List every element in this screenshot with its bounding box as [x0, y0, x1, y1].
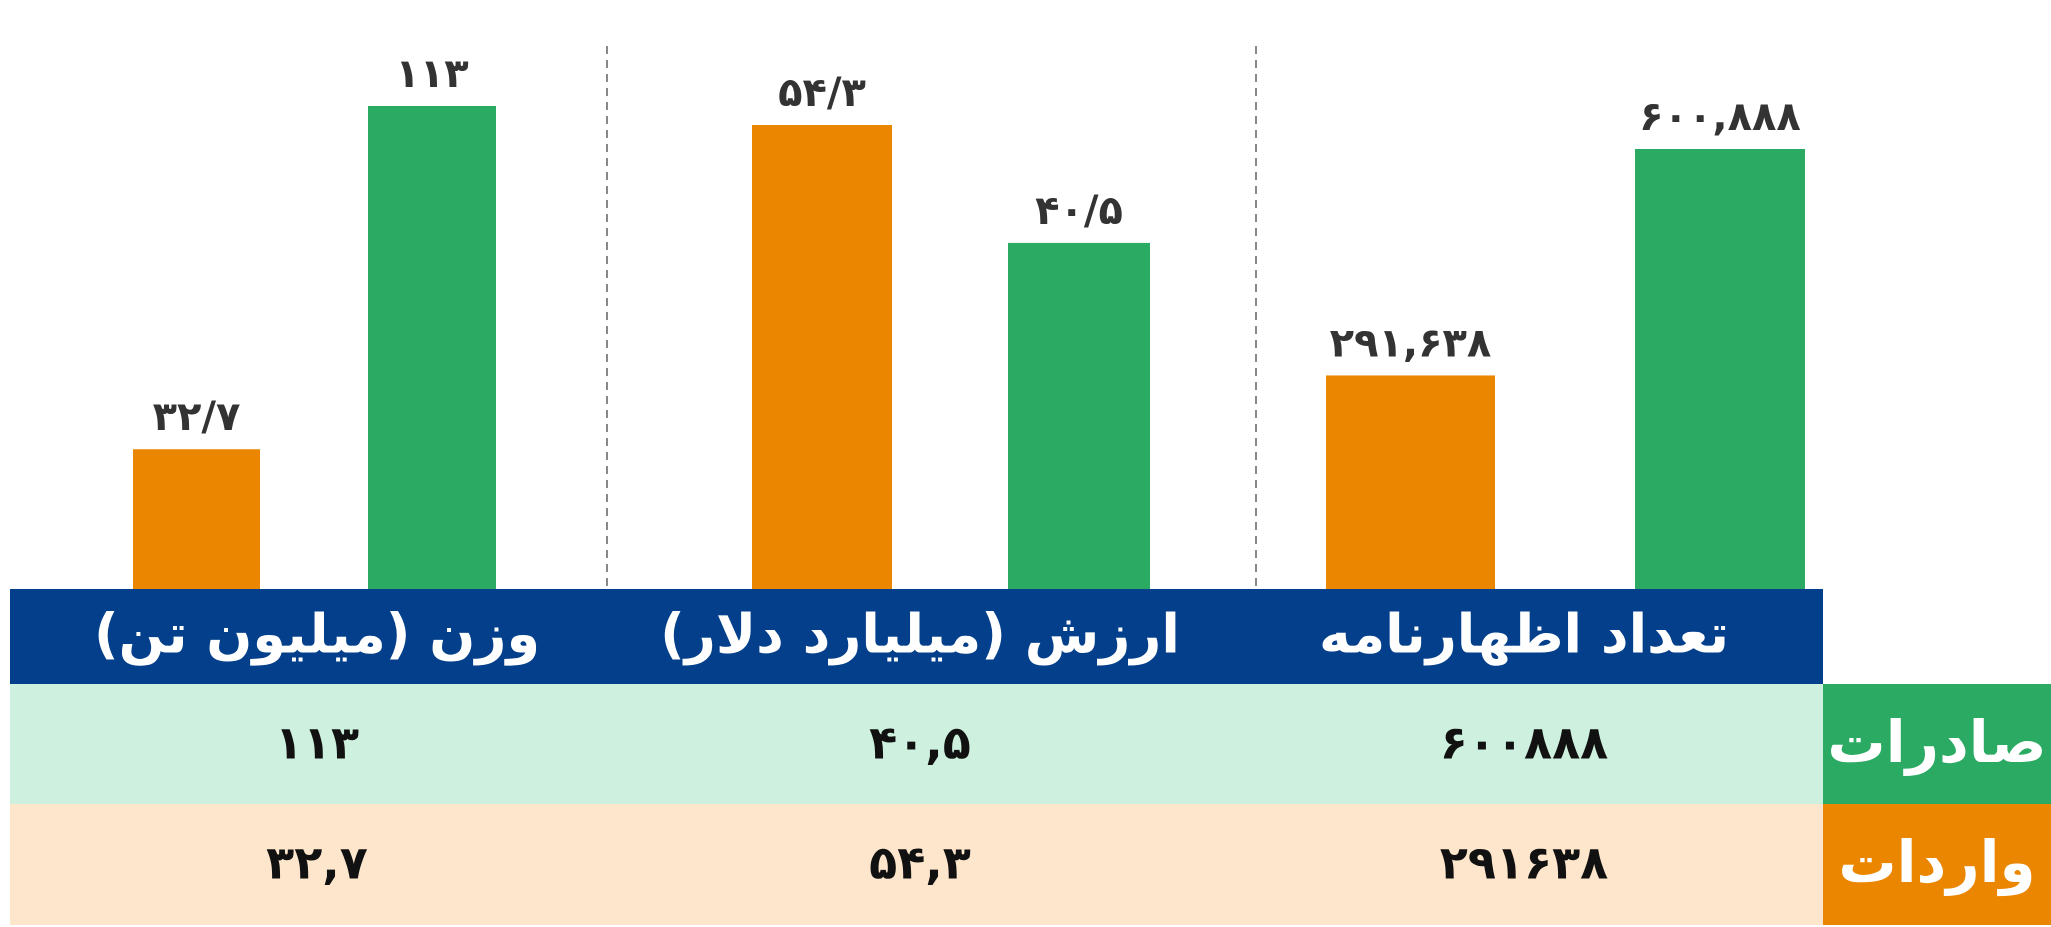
value-label: ۵۴/۳	[778, 70, 866, 116]
bar	[1008, 242, 1150, 589]
panel-title: تعداد اظهارنامه	[1319, 603, 1729, 666]
value-label: ۳۲/۷	[153, 394, 241, 440]
table-cell: ۳۲,۷	[266, 836, 368, 890]
value-label: ۴۰/۵	[1035, 188, 1123, 234]
table-cell: ۵۴,۳	[869, 836, 971, 890]
bar	[1326, 375, 1495, 589]
panel-title: وزن (میلیون تن)	[94, 603, 540, 666]
table-cell: ۱۱۳	[275, 716, 359, 770]
row-label: واردات	[1838, 828, 2035, 897]
bar	[752, 125, 892, 589]
import-label-cell	[1823, 804, 2051, 925]
bar	[133, 449, 260, 589]
row-label: صادرات	[1827, 708, 2046, 776]
table-cell: ۴۰,۵	[869, 716, 971, 770]
header-band	[10, 589, 1823, 684]
value-label: ۶۰۰,۸۸۸	[1639, 94, 1801, 140]
value-label: ۲۹۱,۶۳۸	[1330, 320, 1492, 366]
value-label: ۱۱۳	[395, 51, 468, 97]
bar	[1635, 149, 1805, 589]
panel-title: ارزش (میلیارد دلار)	[660, 603, 1180, 666]
export-label-cell	[1823, 684, 2051, 804]
bar	[368, 106, 496, 589]
table-cell: ۲۹۱۶۳۸	[1440, 836, 1608, 890]
export-row	[10, 684, 1823, 804]
table-cell: ۶۰۰۸۸۸	[1440, 716, 1608, 770]
import-row	[10, 804, 1823, 925]
